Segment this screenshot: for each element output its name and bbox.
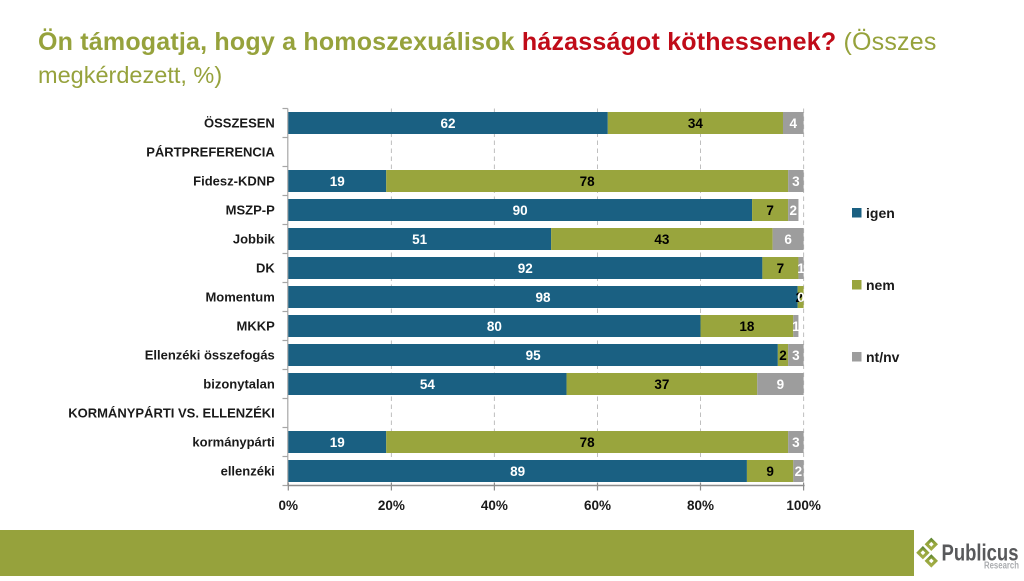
- svg-text:7: 7: [777, 261, 785, 276]
- svg-text:2: 2: [795, 464, 803, 479]
- svg-text:2: 2: [779, 348, 787, 363]
- svg-text:78: 78: [580, 174, 596, 189]
- svg-text:6: 6: [784, 232, 792, 247]
- svg-text:kormánypárti: kormánypárti: [192, 435, 274, 450]
- svg-text:18: 18: [739, 319, 755, 334]
- svg-text:ellenzéki: ellenzéki: [221, 464, 275, 479]
- svg-text:20%: 20%: [378, 498, 405, 513]
- svg-text:PÁRTPREFERENCIA: PÁRTPREFERENCIA: [146, 145, 275, 160]
- svg-text:nt/nv: nt/nv: [866, 349, 900, 365]
- svg-text:9: 9: [766, 464, 774, 479]
- svg-text:80: 80: [487, 319, 502, 334]
- svg-text:34: 34: [688, 116, 704, 131]
- svg-text:89: 89: [510, 464, 525, 479]
- svg-text:Research: Research: [984, 561, 1019, 572]
- svg-text:Publicus: Publicus: [942, 540, 1019, 566]
- svg-text:54: 54: [420, 377, 436, 392]
- svg-text:ÖSSZESEN: ÖSSZESEN: [204, 116, 275, 131]
- svg-text:4: 4: [790, 116, 798, 131]
- svg-text:80%: 80%: [687, 498, 714, 513]
- svg-text:2: 2: [790, 203, 798, 218]
- svg-text:Momentum: Momentum: [205, 290, 274, 305]
- svg-text:98: 98: [535, 290, 551, 305]
- svg-text:1: 1: [797, 261, 805, 276]
- svg-text:Fidesz-KDNP: Fidesz-KDNP: [193, 174, 275, 189]
- svg-text:Ellenzéki összefogás: Ellenzéki összefogás: [145, 348, 275, 363]
- svg-text:igen: igen: [866, 205, 895, 221]
- svg-text:Ön támogatja, hogy a homoszexu: Ön támogatja, hogy a homoszexuálisok ház…: [38, 27, 937, 56]
- svg-text:nem: nem: [866, 277, 895, 293]
- svg-text:0: 0: [797, 290, 805, 305]
- svg-text:40%: 40%: [481, 498, 508, 513]
- svg-text:0%: 0%: [279, 498, 299, 513]
- svg-text:bizonytalan: bizonytalan: [203, 377, 275, 392]
- svg-text:9: 9: [777, 377, 785, 392]
- svg-text:MKKP: MKKP: [237, 319, 276, 334]
- svg-text:90: 90: [513, 203, 528, 218]
- svg-text:3: 3: [792, 174, 800, 189]
- svg-text:78: 78: [580, 435, 596, 450]
- svg-text:19: 19: [330, 174, 345, 189]
- svg-text:60%: 60%: [584, 498, 611, 513]
- svg-text:2: 2: [795, 290, 803, 305]
- svg-text:43: 43: [654, 232, 670, 247]
- svg-text:100%: 100%: [786, 498, 821, 513]
- svg-text:1: 1: [792, 319, 800, 334]
- svg-text:37: 37: [654, 377, 669, 392]
- svg-text:Jobbik: Jobbik: [233, 232, 276, 247]
- svg-text:7: 7: [766, 203, 774, 218]
- svg-text:3: 3: [792, 435, 800, 450]
- svg-text:19: 19: [330, 435, 345, 450]
- svg-text:MSZP-P: MSZP-P: [226, 203, 275, 218]
- svg-text:DK: DK: [256, 261, 275, 276]
- svg-text:3: 3: [792, 348, 800, 363]
- svg-text:KORMÁNYPÁRTI VS. ELLENZÉKI: KORMÁNYPÁRTI VS. ELLENZÉKI: [68, 406, 275, 421]
- svg-text:92: 92: [518, 261, 533, 276]
- svg-text:megkérdezett, %): megkérdezett, %): [38, 62, 222, 88]
- svg-text:62: 62: [440, 116, 455, 131]
- svg-text:95: 95: [526, 348, 542, 363]
- svg-text:51: 51: [412, 232, 428, 247]
